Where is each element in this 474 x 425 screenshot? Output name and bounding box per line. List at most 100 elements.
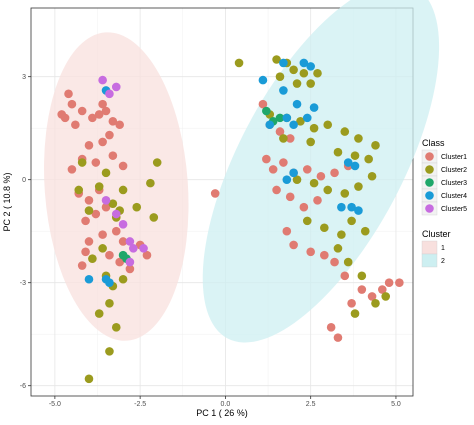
- data-point: [337, 202, 346, 212]
- data-point: [313, 68, 322, 78]
- data-point: [302, 165, 312, 174]
- data-point: [306, 62, 315, 71]
- data-point: [262, 154, 271, 164]
- data-point: [88, 254, 97, 263]
- plot-border: [30, 7, 414, 397]
- data-point: [302, 216, 312, 226]
- legend-entry: Cluster3: [421, 175, 467, 190]
- legend-entry: Cluster2: [421, 162, 467, 177]
- data-point: [272, 185, 281, 195]
- data-point: [115, 257, 124, 267]
- data-point: [350, 161, 360, 171]
- legend-label: Cluster5: [441, 206, 467, 213]
- data-point: [299, 202, 309, 212]
- data-point: [279, 158, 288, 167]
- axes: PC 1 ( 26 %) PC 2 ( 10.8 %) -5.0 -2.5 0.0 2…: [2, 74, 401, 418]
- data-point: [309, 123, 319, 133]
- data-point: [77, 106, 87, 116]
- data-point: [74, 185, 84, 195]
- data-point: [88, 113, 97, 123]
- legend-title: Cluster: [422, 229, 451, 239]
- series-cluster2: [74, 55, 391, 384]
- data-point: [108, 117, 118, 126]
- y-tick-label: 3: [22, 74, 26, 81]
- data-point: [115, 120, 124, 130]
- data-point: [84, 206, 94, 215]
- data-point: [105, 298, 114, 308]
- data-point: [118, 274, 128, 284]
- series-cluster5: [98, 75, 148, 267]
- legend-entry: Cluster5: [421, 201, 467, 216]
- y-tick-label: -6: [20, 383, 26, 390]
- legend-entry: Cluster1: [421, 149, 467, 164]
- x-axis-title: PC 1 ( 26 %): [196, 408, 248, 418]
- data-point: [350, 151, 360, 160]
- data-point: [367, 292, 377, 301]
- data-point: [125, 237, 135, 246]
- data-point: [354, 134, 363, 143]
- data-point: [364, 154, 373, 164]
- legend-label: Cluster4: [441, 193, 467, 200]
- data-point: [81, 216, 90, 226]
- data-point: [84, 141, 94, 150]
- data-point: [77, 158, 87, 167]
- data-point: [350, 309, 360, 318]
- y-axis-title: PC 2 ( 10.8 %): [2, 172, 12, 231]
- data-points: [57, 55, 404, 384]
- data-point: [347, 202, 356, 212]
- data-point: [279, 86, 288, 95]
- data-point: [98, 75, 107, 85]
- data-point: [105, 130, 114, 140]
- data-point: [289, 65, 298, 75]
- data-point: [71, 120, 80, 130]
- data-point: [354, 206, 363, 215]
- data-point: [320, 250, 329, 260]
- data-point: [282, 226, 292, 236]
- data-point: [289, 120, 298, 130]
- data-point: [275, 127, 285, 136]
- legend-swatch: [425, 152, 434, 161]
- data-point: [371, 141, 380, 150]
- legend-swatch: [425, 191, 434, 200]
- data-point: [84, 274, 94, 284]
- data-point: [91, 158, 101, 167]
- data-point: [282, 175, 292, 184]
- data-point: [323, 185, 333, 195]
- data-point: [381, 292, 391, 301]
- data-point: [285, 134, 295, 143]
- data-point: [67, 99, 77, 109]
- data-point: [306, 247, 315, 257]
- data-point: [81, 247, 90, 257]
- data-point: [67, 165, 77, 174]
- data-point: [118, 237, 128, 246]
- data-point: [105, 278, 114, 287]
- data-point: [306, 137, 315, 147]
- data-point: [326, 323, 336, 332]
- data-point: [98, 99, 107, 109]
- data-point: [292, 99, 302, 109]
- data-point: [340, 189, 350, 198]
- data-point: [347, 216, 356, 226]
- data-point: [282, 113, 292, 123]
- data-point: [64, 89, 73, 99]
- data-point: [91, 209, 101, 219]
- data-point: [129, 244, 138, 253]
- data-point: [279, 134, 288, 143]
- data-point: [378, 285, 387, 294]
- data-point: [320, 223, 329, 233]
- data-point: [357, 285, 367, 294]
- data-point: [340, 127, 350, 136]
- data-point: [152, 158, 162, 167]
- data-point: [262, 106, 271, 116]
- data-point: [105, 250, 114, 260]
- data-point: [234, 58, 244, 68]
- data-point: [268, 165, 278, 174]
- data-point: [285, 192, 295, 202]
- data-point: [105, 347, 114, 356]
- legend-label: Cluster1: [441, 154, 467, 161]
- data-point: [330, 168, 339, 178]
- data-point: [265, 120, 275, 130]
- data-point: [111, 323, 121, 332]
